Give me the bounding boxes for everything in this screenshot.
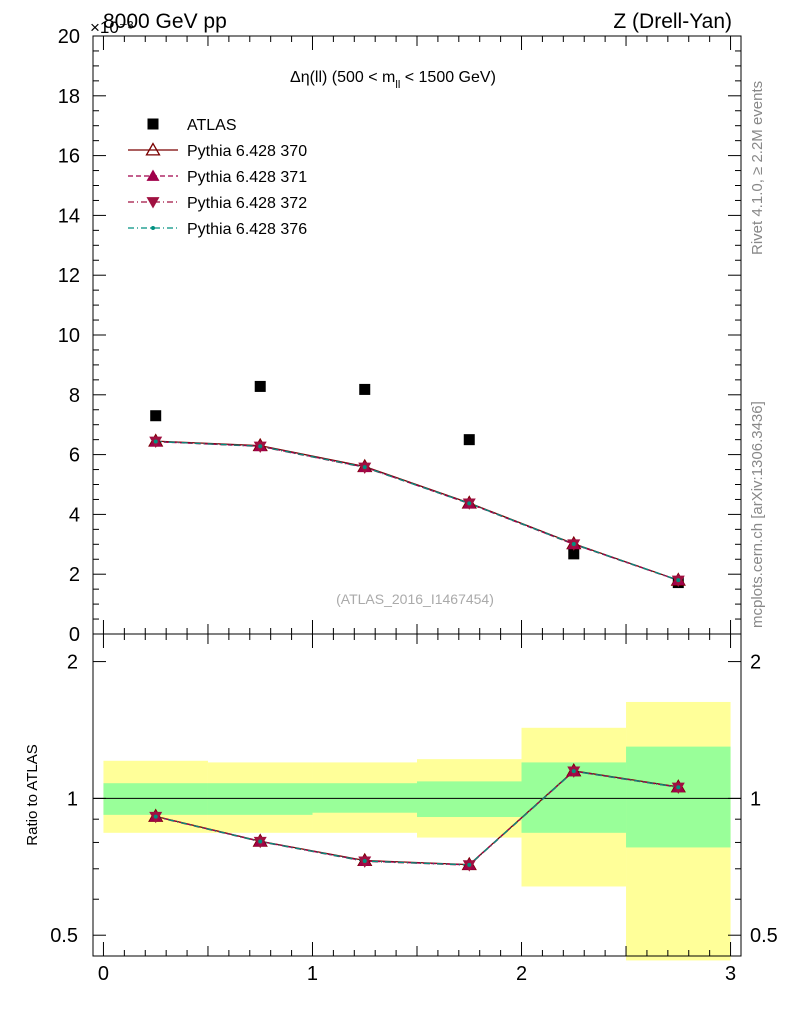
ratio-point-pythia-6-428-376 bbox=[676, 785, 681, 790]
chart-title: Δη(ll) (500 < mll < 1500 GeV) bbox=[290, 69, 496, 91]
main-line-pythia-6-428-371 bbox=[155, 441, 679, 581]
main-y-tick-label: 14 bbox=[58, 205, 80, 227]
legend-label: Pythia 6.428 372 bbox=[187, 195, 307, 212]
mcplots-label: mcplots.cern.ch [arXiv:1306.3436] bbox=[749, 401, 766, 628]
atlas-data-point bbox=[568, 548, 580, 560]
main-y-tick-label: 0 bbox=[69, 624, 80, 646]
x-tick-label: 0 bbox=[98, 963, 109, 985]
main-point-pythia-6-428-376 bbox=[153, 439, 158, 444]
main-line-pythia-6-428-372 bbox=[155, 440, 679, 582]
legend-marker bbox=[151, 226, 155, 230]
legend-entry: Pythia 6.428 372 bbox=[128, 195, 307, 212]
ratio-uncertainty-bands bbox=[93, 701, 741, 961]
legend-marker bbox=[146, 169, 160, 181]
main-y-tick-label: 6 bbox=[69, 445, 80, 467]
legend-marker bbox=[147, 118, 159, 130]
ratio-line-pythia-6-428-371 bbox=[155, 770, 679, 866]
green-band-bin bbox=[417, 781, 522, 818]
chart-title-tail: < 1500 GeV) bbox=[400, 69, 496, 86]
beam-energy-label: 8000 GeV pp bbox=[103, 10, 227, 33]
ratio-point-pythia-6-428-376 bbox=[467, 862, 472, 867]
green-band-bin bbox=[207, 783, 313, 815]
main-line-pythia-6-428-370 bbox=[155, 440, 679, 581]
legend-entry: Pythia 6.428 370 bbox=[128, 142, 307, 160]
process-label: Z (Drell-Yan) bbox=[613, 10, 732, 33]
main-y-tick-label: 10 bbox=[58, 325, 80, 347]
legend-label: Pythia 6.428 376 bbox=[187, 221, 307, 238]
y-exponent-label: ×10⁻³ bbox=[90, 18, 134, 37]
ratio-y-tick-label: 2 bbox=[67, 652, 78, 674]
main-point-pythia-6-428-376 bbox=[362, 465, 367, 470]
legend-label: Pythia 6.428 370 bbox=[187, 143, 307, 160]
green-band-bin bbox=[626, 746, 731, 848]
atlas-data-point bbox=[359, 383, 371, 395]
ratio-y-axis-label: Ratio to ATLAS bbox=[24, 744, 41, 845]
ratio-y-tick-label-right: 1 bbox=[750, 788, 761, 810]
chart-title-subscript: ll bbox=[395, 79, 400, 91]
main-point-pythia-6-428-376 bbox=[676, 578, 681, 583]
legend-entry: Pythia 6.428 376 bbox=[128, 221, 307, 238]
legend-entry: ATLAS bbox=[147, 117, 237, 134]
rivet-version-label: Rivet 4.1.0, ≥ 2.2M events bbox=[749, 81, 766, 255]
legend-entry: Pythia 6.428 371 bbox=[128, 169, 307, 186]
axis-ticks bbox=[93, 35, 741, 956]
ratio-y-tick-label-right: 2 bbox=[750, 652, 761, 674]
legend-marker bbox=[146, 197, 160, 209]
analysis-id-label: (ATLAS_2016_I1467454) bbox=[336, 591, 494, 607]
main-y-tick-label: 18 bbox=[58, 86, 80, 108]
main-y-tick-label: 4 bbox=[69, 504, 80, 526]
chart-title-main: Δη(ll) (500 < m bbox=[290, 69, 395, 86]
x-tick-label: 1 bbox=[307, 963, 318, 985]
atlas-data-point bbox=[463, 434, 475, 446]
main-y-tick-label: 12 bbox=[58, 265, 80, 287]
main-line-pythia-6-428-376 bbox=[155, 440, 679, 581]
main-y-tick-label: 20 bbox=[58, 26, 80, 48]
main-y-tick-label: 8 bbox=[69, 385, 80, 407]
main-point-pythia-6-428-376 bbox=[571, 542, 576, 547]
legend-marker bbox=[145, 142, 161, 156]
ratio-y-tick-label-right: 0.5 bbox=[750, 925, 778, 947]
ratio-point-pythia-6-428-376 bbox=[258, 839, 263, 844]
ratio-point-pythia-6-428-376 bbox=[571, 769, 576, 774]
legend-label: Pythia 6.428 371 bbox=[187, 169, 307, 186]
legend-label: ATLAS bbox=[187, 117, 237, 134]
atlas-data-point bbox=[150, 410, 162, 422]
legend: ATLAS Pythia 6.428 370 Pythia 6.428 371 Pyt… bbox=[128, 117, 307, 238]
main-point-pythia-6-428-376 bbox=[258, 444, 263, 449]
x-tick-label: 2 bbox=[516, 963, 527, 985]
ratio-y-tick-label: 1 bbox=[67, 788, 78, 810]
ratio-y-tick-label: 0.5 bbox=[50, 925, 78, 947]
main-y-tick-label: 16 bbox=[58, 146, 80, 168]
main-point-pythia-6-428-376 bbox=[467, 501, 472, 506]
atlas-data-point bbox=[254, 380, 266, 392]
series-layer bbox=[148, 380, 686, 872]
ratio-point-pythia-6-428-376 bbox=[153, 814, 158, 819]
main-y-tick-label: 2 bbox=[69, 564, 80, 586]
ratio-point-pythia-6-428-376 bbox=[362, 859, 367, 864]
x-tick-label: 3 bbox=[725, 963, 736, 985]
